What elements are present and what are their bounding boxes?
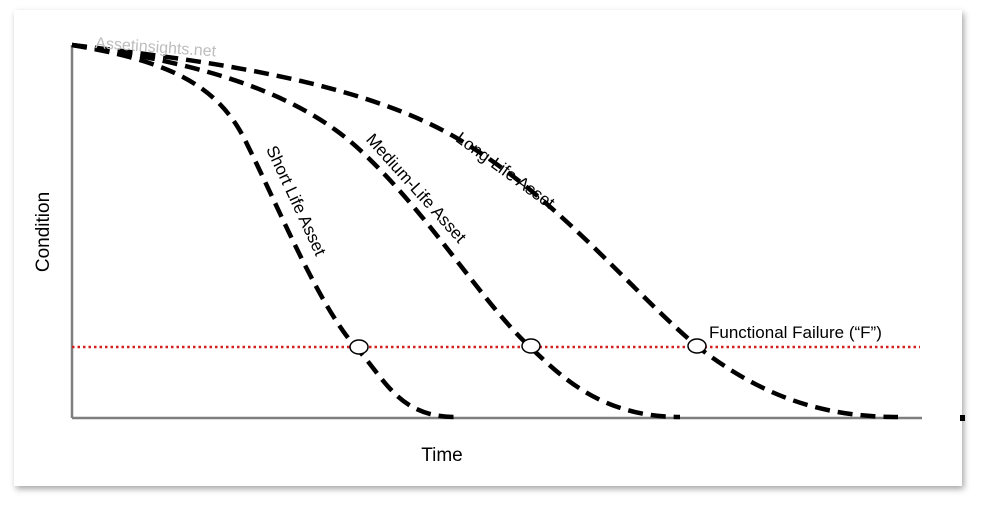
long-life-failure-point — [687, 338, 707, 354]
x-axis-end-mark — [960, 415, 965, 421]
y-axis-label: Condition — [33, 192, 54, 272]
short-life-failure-point — [349, 339, 369, 355]
functional-failure-label: Functional Failure (“F”) — [709, 323, 882, 342]
long-life-curve — [71, 42, 899, 420]
medium-life-label: Medium-Life Asset — [362, 130, 470, 247]
diagram-frame — [14, 10, 962, 486]
short-life-curve — [71, 42, 456, 420]
long-life-label: Long-Life Asset — [452, 128, 558, 212]
short-life-label: Short Life Asset — [262, 143, 330, 259]
medium-life-failure-point — [521, 338, 541, 354]
x-axis-label: Time — [421, 445, 463, 466]
watermark-text: Assetinsights.net — [95, 35, 217, 60]
medium-life-curve — [71, 42, 681, 420]
